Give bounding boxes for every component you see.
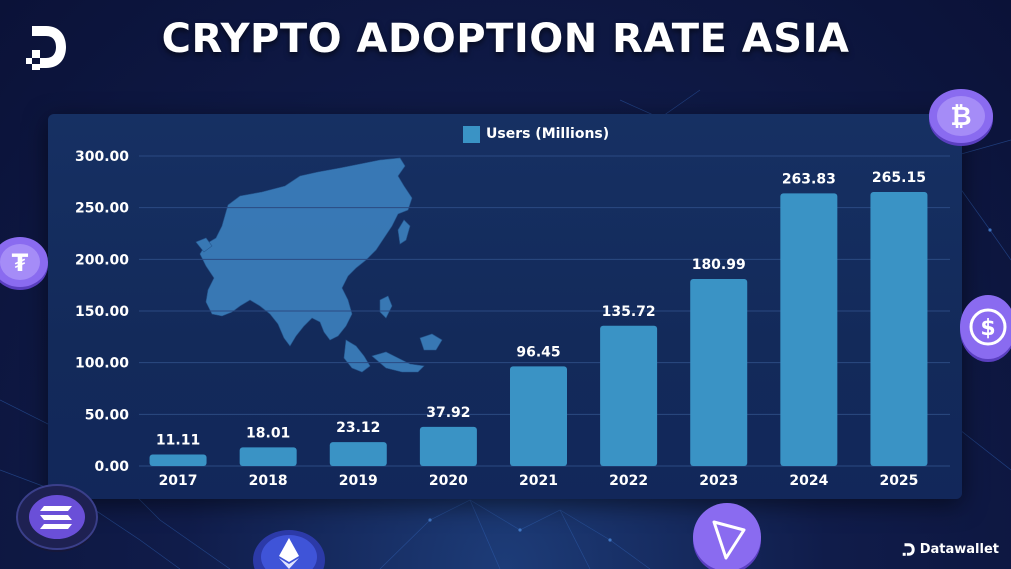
value-label-2020: 37.92 [426,405,470,421]
value-label-2017: 11.11 [156,433,200,449]
datawallet-logo-icon [26,26,66,70]
y-tick-label: 300.00 [75,149,129,165]
svg-text:₮: ₮ [12,249,29,277]
bar-2017 [149,454,207,466]
y-tick-label: 250.00 [75,201,129,217]
page-title: CRYPTO ADOPTION RATE ASIA [161,16,850,62]
x-tick-label-2025: 2025 [879,473,918,489]
bar-2025 [870,192,928,467]
value-labels: 11.11 18.01 23.12 37.92 96.45 135.72 180.99 263… [156,170,926,449]
bar-2020 [419,426,477,466]
bar-2023 [690,278,748,466]
bitcoin-coin-icon: ₿ [926,86,996,148]
x-tick-label-2017: 2017 [159,473,198,489]
y-tick-label: 0.00 [94,459,129,475]
bar-2024 [780,193,838,466]
chart-legend: Users (Millions) [463,124,609,144]
solana-coin-icon [14,480,100,554]
tron-coin-icon [692,500,762,569]
bar-2021 [510,366,567,466]
value-label-2021: 96.45 [516,344,560,360]
y-tick-label: 50.00 [85,407,130,423]
asia-map-icon [195,157,443,373]
bar-2019 [329,442,387,466]
tether-coin-icon: ₮ [0,232,50,292]
y-tick-label: 200.00 [75,252,129,268]
x-tick-label-2022: 2022 [609,473,648,489]
value-label-2022: 135.72 [602,304,656,320]
x-tick-label-2024: 2024 [789,473,828,489]
svg-text:₿: ₿ [950,102,971,132]
x-tick-label-2021: 2021 [519,473,558,489]
x-tick-label-2019: 2019 [339,473,378,489]
y-axis: 0.00 50.00 100.00 150.00 200.00 250.00 300.00 [75,149,129,475]
x-tick-label-2018: 2018 [249,473,288,489]
legend-label: Users (Millions) [486,126,610,142]
legend-swatch [463,125,480,143]
x-tick-label-2020: 2020 [429,473,468,489]
y-tick-label: 100.00 [75,356,129,372]
usdc-coin-icon: $ [956,292,1011,364]
ethereum-coin-icon [252,524,326,569]
brand-name: Datawallet [919,542,999,557]
value-label-2025: 265.15 [872,170,926,186]
value-label-2018: 18.01 [246,425,290,441]
bar-2022 [600,325,658,466]
svg-text:$: $ [980,316,995,341]
chart-bars [149,192,928,467]
value-label-2023: 180.99 [692,257,746,273]
bar-2018 [239,447,297,466]
brand-footer: Datawallet [902,542,999,557]
value-label-2024: 263.83 [782,171,836,187]
x-axis: 2017 2018 2019 2020 2021 2022 2023 2024 2025 [159,473,919,489]
datawallet-logo-small-icon [902,543,915,556]
x-tick-label-2023: 2023 [699,473,738,489]
value-label-2019: 23.12 [336,420,380,436]
y-tick-label: 150.00 [75,304,129,320]
